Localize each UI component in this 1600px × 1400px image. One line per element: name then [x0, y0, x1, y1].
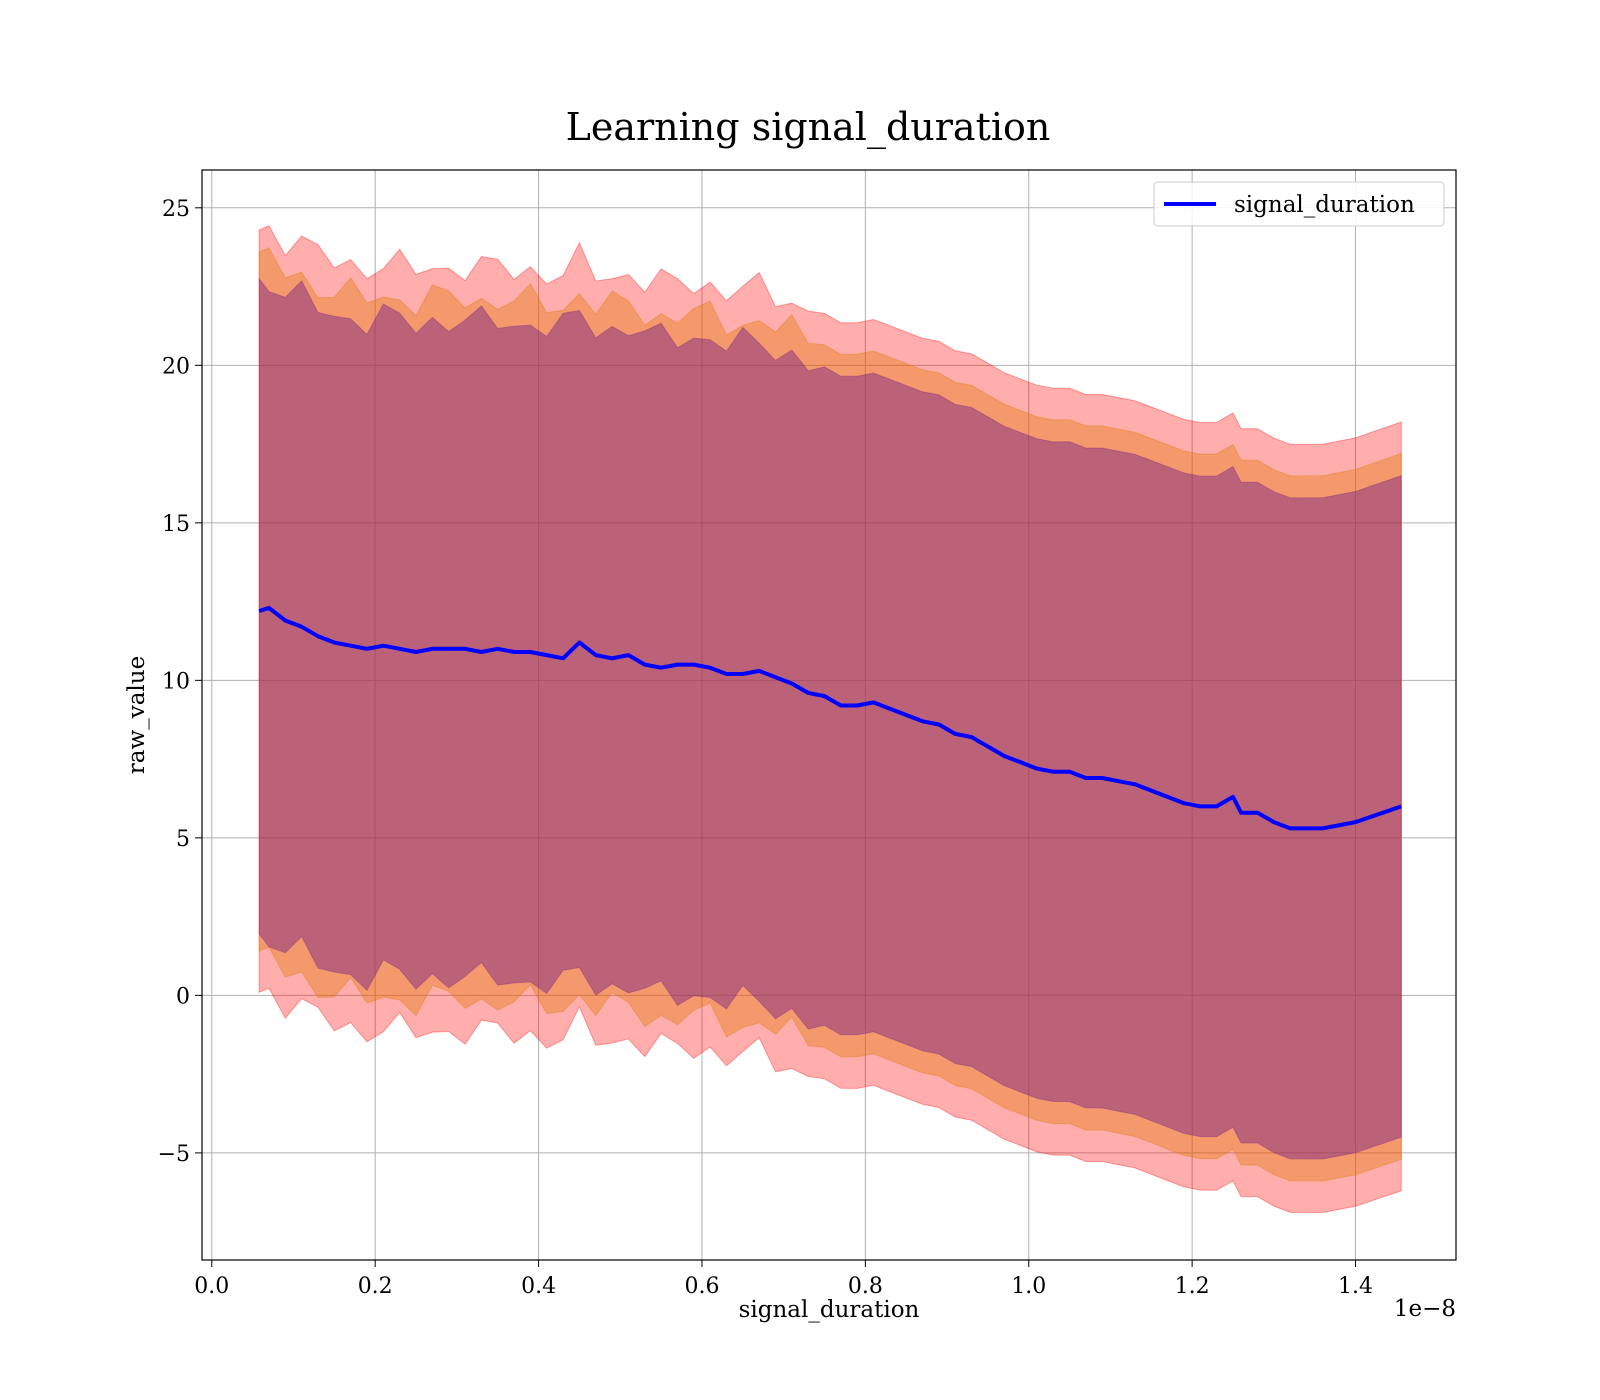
- chart-title: Learning signal_duration: [566, 105, 1051, 150]
- confidence-band-inner: [258, 277, 1402, 1160]
- y-tick-label: 0: [176, 984, 190, 1009]
- legend: signal_duration: [1153, 181, 1445, 227]
- legend-box: [1153, 181, 1445, 227]
- x-offset-label: 1e−8: [1394, 1296, 1456, 1322]
- x-axis-label: signal_duration: [739, 1297, 920, 1323]
- x-tick-label: 0.8: [848, 1274, 883, 1299]
- plot-frame: [201, 169, 1457, 1261]
- confidence-band-middle: [258, 247, 1402, 1182]
- x-tick-label: 1.0: [1011, 1274, 1046, 1299]
- x-tick-label: 1.4: [1338, 1274, 1373, 1299]
- axis-ticks: 0.0 0.2 0.4 0.6 0.8 1.0 1.2 1.4 −5 0 5 10 15 20 25: [158, 197, 1373, 1299]
- y-tick-label: 25: [162, 197, 190, 222]
- y-tick-label: −5: [158, 1142, 190, 1167]
- x-tick-label: 0.2: [358, 1274, 393, 1299]
- y-tick-label: 20: [162, 354, 190, 379]
- legend-label: signal_duration: [1234, 192, 1415, 218]
- grid: [202, 170, 1456, 1260]
- series-lines: [258, 605, 1402, 831]
- x-tick-label: 1.2: [1175, 1274, 1210, 1299]
- x-tick-label: 0.0: [194, 1274, 229, 1299]
- y-tick-label: 10: [162, 669, 190, 694]
- confidence-band-outer: [258, 225, 1402, 1214]
- y-tick-label: 15: [162, 512, 190, 537]
- y-axis-label: raw_value: [124, 656, 150, 774]
- x-tick-label: 0.4: [521, 1274, 556, 1299]
- confidence-bands: [258, 225, 1402, 1214]
- series-line-signal_duration: [258, 605, 1402, 831]
- x-tick-label: 0.6: [684, 1274, 719, 1299]
- y-tick-label: 5: [176, 827, 190, 852]
